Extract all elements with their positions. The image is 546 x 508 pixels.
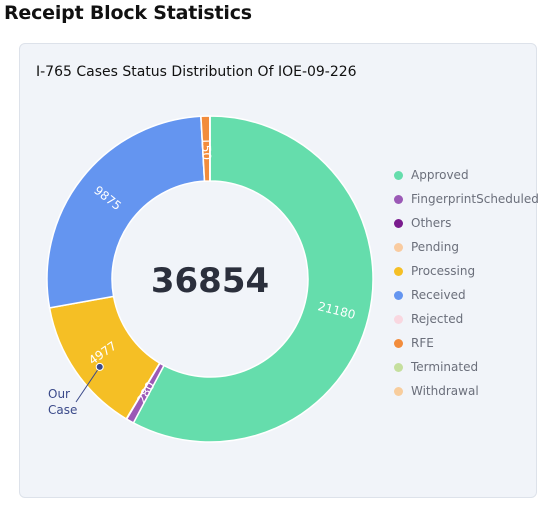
our-case-label-line2: Case [48, 403, 78, 417]
our-case-annotation: Our Case [48, 386, 77, 418]
legend-item-approved[interactable]: Approved [394, 163, 539, 187]
legend-swatch [394, 290, 403, 300]
legend-label: FingerprintScheduled [411, 192, 539, 206]
legend-item-withdrawal[interactable]: Withdrawal [394, 379, 539, 403]
slice-label-rfe: 150 [199, 137, 214, 160]
our-case-marker [95, 362, 104, 371]
chart-title: I-765 Cases Status Distribution Of IOE-0… [36, 64, 357, 80]
slice-received[interactable] [46, 115, 206, 309]
page-title: Receipt Block Statistics [4, 2, 252, 24]
legend-swatch [394, 362, 403, 372]
legend-label: Terminated [411, 360, 479, 374]
legend-item-pending[interactable]: Pending [394, 235, 539, 259]
legend-item-received[interactable]: Received [394, 283, 539, 307]
legend-label: Pending [411, 240, 459, 254]
legend-item-fingerprintscheduled[interactable]: FingerprintScheduled [394, 187, 539, 211]
legend-label: Received [411, 288, 466, 302]
legend-label: Approved [411, 168, 469, 182]
legend-swatch [394, 338, 403, 348]
legend-swatch [394, 242, 403, 252]
legend-swatch [394, 314, 403, 324]
legend-swatch [394, 170, 403, 180]
legend-swatch [394, 386, 403, 396]
our-case-pointer-line [75, 366, 101, 403]
legend-label: Withdrawal [411, 384, 479, 398]
legend-item-rejected[interactable]: Rejected [394, 307, 539, 331]
slice-approved[interactable] [132, 115, 374, 443]
legend-label: RFE [411, 336, 434, 350]
legend-item-processing[interactable]: Processing [394, 259, 539, 283]
chart-legend: Approved FingerprintScheduled Others Pendin… [394, 163, 539, 403]
legend-label: Processing [411, 264, 476, 278]
legend-item-others[interactable]: Others [394, 211, 539, 235]
legend-item-terminated[interactable]: Terminated [394, 355, 539, 379]
legend-swatch [394, 218, 403, 228]
our-case-label-line1: Our [48, 387, 70, 401]
legend-swatch [394, 194, 403, 204]
legend-label: Rejected [411, 312, 464, 326]
total-count: 36854 [151, 261, 269, 301]
legend-swatch [394, 266, 403, 276]
legend-label: Others [411, 216, 452, 230]
legend-item-rfe[interactable]: RFE [394, 331, 539, 355]
